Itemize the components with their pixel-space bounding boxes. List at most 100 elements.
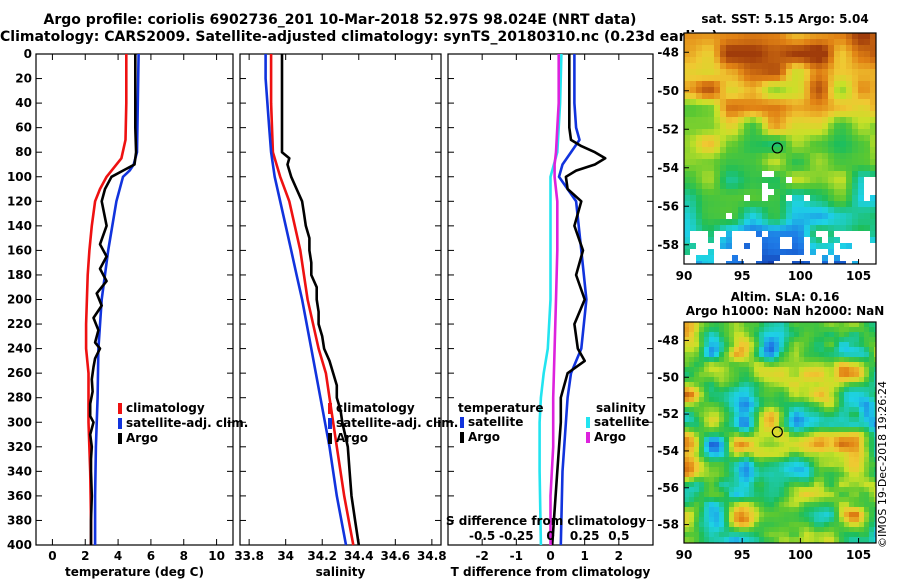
sst-map-cell bbox=[798, 201, 804, 207]
sla-map-cell bbox=[754, 417, 759, 422]
sla-map-cell bbox=[684, 537, 689, 542]
sla-map-cell bbox=[729, 497, 734, 502]
sla-map-cell bbox=[729, 392, 734, 397]
sst-map-cell bbox=[852, 153, 858, 159]
sst-map-cell bbox=[684, 147, 690, 153]
sst-map-cell bbox=[690, 141, 696, 147]
sst-map-cell bbox=[696, 195, 702, 201]
sla-map-cell bbox=[699, 327, 704, 332]
sla-map-cell bbox=[694, 362, 699, 367]
sla-map-cell bbox=[729, 432, 734, 437]
sla-map-cell bbox=[754, 402, 759, 407]
sla-map-cell bbox=[739, 412, 744, 417]
sla-map-cell bbox=[859, 412, 864, 417]
sst-map-cell bbox=[786, 93, 792, 99]
sst-map-cell bbox=[828, 69, 834, 75]
sla-map-cell bbox=[789, 497, 794, 502]
sla-map-cell bbox=[724, 517, 729, 522]
sla-map-cell bbox=[854, 452, 859, 457]
sst-map-cell bbox=[828, 243, 834, 249]
sla-map-cell bbox=[809, 522, 814, 527]
sla-map-cell bbox=[704, 537, 709, 542]
sst-map-cell bbox=[792, 231, 798, 237]
sst-map-cell bbox=[750, 75, 756, 81]
sla-map-cell bbox=[874, 402, 876, 407]
y-tick-label: 200 bbox=[7, 293, 32, 307]
sst-map-cell bbox=[750, 141, 756, 147]
sst-map-cell bbox=[846, 111, 852, 117]
sst-map-cell bbox=[870, 159, 876, 165]
sla-map-cell bbox=[759, 502, 764, 507]
sla-map-cell bbox=[754, 382, 759, 387]
sst-map-cell bbox=[858, 147, 864, 153]
sla-map-cell bbox=[769, 347, 774, 352]
sla-map-cell bbox=[774, 372, 779, 377]
sst-map-cell bbox=[852, 219, 858, 225]
sla-map-cell bbox=[864, 367, 869, 372]
sst-map-cell bbox=[864, 213, 870, 219]
sst-map-cell bbox=[870, 231, 876, 237]
sst-map-cell bbox=[840, 39, 846, 45]
sla-map-cell bbox=[739, 507, 744, 512]
sla-map-cell bbox=[729, 507, 734, 512]
sst-map-cell bbox=[696, 225, 702, 231]
sst-map-cell bbox=[684, 81, 690, 87]
sst-map-cell bbox=[702, 57, 708, 63]
sla-map-cell bbox=[724, 357, 729, 362]
sst-map-cell bbox=[684, 63, 690, 69]
sla-map-cell bbox=[739, 502, 744, 507]
sla-map-cell bbox=[764, 322, 769, 327]
sla-map-cell bbox=[719, 377, 724, 382]
sla-map-cell bbox=[794, 367, 799, 372]
sla-map-cell bbox=[769, 372, 774, 377]
sla-map-x-tick-label: 90 bbox=[676, 548, 693, 562]
sla-map-cell bbox=[734, 467, 739, 472]
sla-map-cell bbox=[854, 347, 859, 352]
sla-map-cell bbox=[799, 472, 804, 477]
sst-map-cell bbox=[714, 177, 720, 183]
sla-map-cell bbox=[764, 332, 769, 337]
sst-map-cell bbox=[762, 207, 768, 213]
sst-map-cell bbox=[762, 201, 768, 207]
sla-map-cell bbox=[849, 372, 854, 377]
sst-map-cell bbox=[870, 39, 876, 45]
sla-map-cell bbox=[869, 527, 874, 532]
sla-map-cell bbox=[834, 447, 839, 452]
series-argo bbox=[88, 54, 138, 545]
sst-map-cell bbox=[690, 57, 696, 63]
sla-map-cell bbox=[734, 402, 739, 407]
sla-map-cell bbox=[779, 522, 784, 527]
sst-map-cell bbox=[840, 135, 846, 141]
sla-map-cell bbox=[859, 497, 864, 502]
sst-map-cell bbox=[792, 225, 798, 231]
sla-map-cell bbox=[734, 397, 739, 402]
sla-map-cell bbox=[739, 417, 744, 422]
sla-map-cell bbox=[744, 407, 749, 412]
sla-map-cell bbox=[824, 422, 829, 427]
sla-map-cell bbox=[749, 337, 754, 342]
sla-map-cell bbox=[834, 347, 839, 352]
sla-map-cell bbox=[714, 327, 719, 332]
sla-map-cell bbox=[794, 347, 799, 352]
sla-map-cell bbox=[739, 442, 744, 447]
sst-map-cell bbox=[708, 177, 714, 183]
sla-map-cell bbox=[834, 507, 839, 512]
sla-map-cell bbox=[749, 327, 754, 332]
sla-map-cell bbox=[759, 532, 764, 537]
sla-map-cell bbox=[849, 457, 854, 462]
sst-map-cell bbox=[756, 39, 762, 45]
sla-map-cell bbox=[774, 447, 779, 452]
sst-map-cell bbox=[690, 213, 696, 219]
sla-map-cell bbox=[699, 332, 704, 337]
sst-map-cell bbox=[786, 213, 792, 219]
sst-map-cell bbox=[732, 111, 738, 117]
sla-map-cell bbox=[829, 452, 834, 457]
sla-map-cell bbox=[844, 377, 849, 382]
sla-map-cell bbox=[869, 347, 874, 352]
sla-map-cell bbox=[749, 427, 754, 432]
sla-map-cell bbox=[754, 467, 759, 472]
sla-map-cell bbox=[694, 412, 699, 417]
sla-map-cell bbox=[749, 522, 754, 527]
sla-map-cell bbox=[704, 507, 709, 512]
sst-map-cell bbox=[810, 75, 816, 81]
